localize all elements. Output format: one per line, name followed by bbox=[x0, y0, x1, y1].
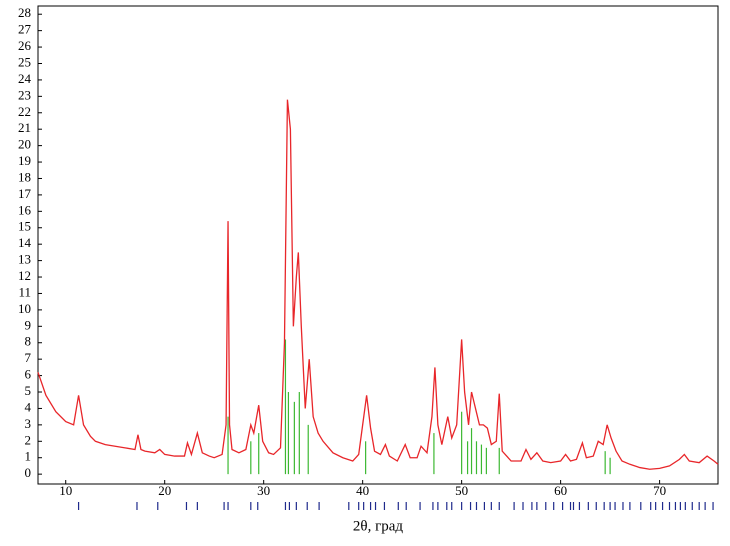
y-tick-label: 8 bbox=[25, 334, 32, 349]
y-tick-label: 10 bbox=[18, 301, 31, 316]
y-tick-label: 0 bbox=[25, 465, 32, 480]
y-tick-label: 25 bbox=[18, 54, 31, 69]
y-tick-label: 7 bbox=[25, 350, 32, 365]
y-tick-label: 12 bbox=[18, 268, 31, 283]
y-tick-label: 4 bbox=[25, 399, 32, 414]
x-tick-label: 50 bbox=[455, 483, 468, 498]
y-tick-label: 28 bbox=[18, 5, 31, 20]
y-tick-label: 20 bbox=[18, 137, 31, 152]
y-tick-label: 27 bbox=[18, 22, 32, 37]
y-tick-label: 6 bbox=[25, 367, 32, 382]
diffraction-profile bbox=[37, 99, 719, 470]
y-tick-label: 22 bbox=[18, 104, 31, 119]
y-tick-label: 13 bbox=[18, 252, 31, 267]
y-tick-label: 3 bbox=[25, 416, 32, 431]
x-tick-label: 60 bbox=[554, 483, 567, 498]
plot-frame bbox=[37, 5, 719, 485]
x-tick-label: 30 bbox=[257, 483, 270, 498]
y-tick-label: 17 bbox=[18, 186, 32, 201]
y-tick-label: 16 bbox=[18, 202, 32, 217]
y-tick-label: 1 bbox=[25, 449, 32, 464]
y-tick-label: 2 bbox=[25, 432, 32, 447]
x-tick-label: 20 bbox=[158, 483, 171, 498]
y-tick-label: 18 bbox=[18, 169, 31, 184]
x-tick-label: 40 bbox=[356, 483, 369, 498]
x-axis-label: 2θ, град bbox=[353, 518, 403, 534]
x-tick-label: 10 bbox=[59, 483, 72, 498]
y-tick-label: 5 bbox=[25, 383, 32, 398]
y-tick-label: 24 bbox=[18, 71, 32, 86]
y-tick-label: 21 bbox=[18, 120, 31, 135]
y-tick-label: 15 bbox=[18, 219, 31, 234]
y-tick-label: 9 bbox=[25, 317, 32, 332]
y-tick-label: 26 bbox=[18, 38, 32, 53]
y-tick-label: 11 bbox=[18, 284, 31, 299]
y-tick-label: 23 bbox=[18, 87, 31, 102]
y-tick-label: 19 bbox=[18, 153, 31, 168]
y-tick-label: 14 bbox=[18, 235, 32, 250]
x-tick-label: 70 bbox=[653, 483, 666, 498]
